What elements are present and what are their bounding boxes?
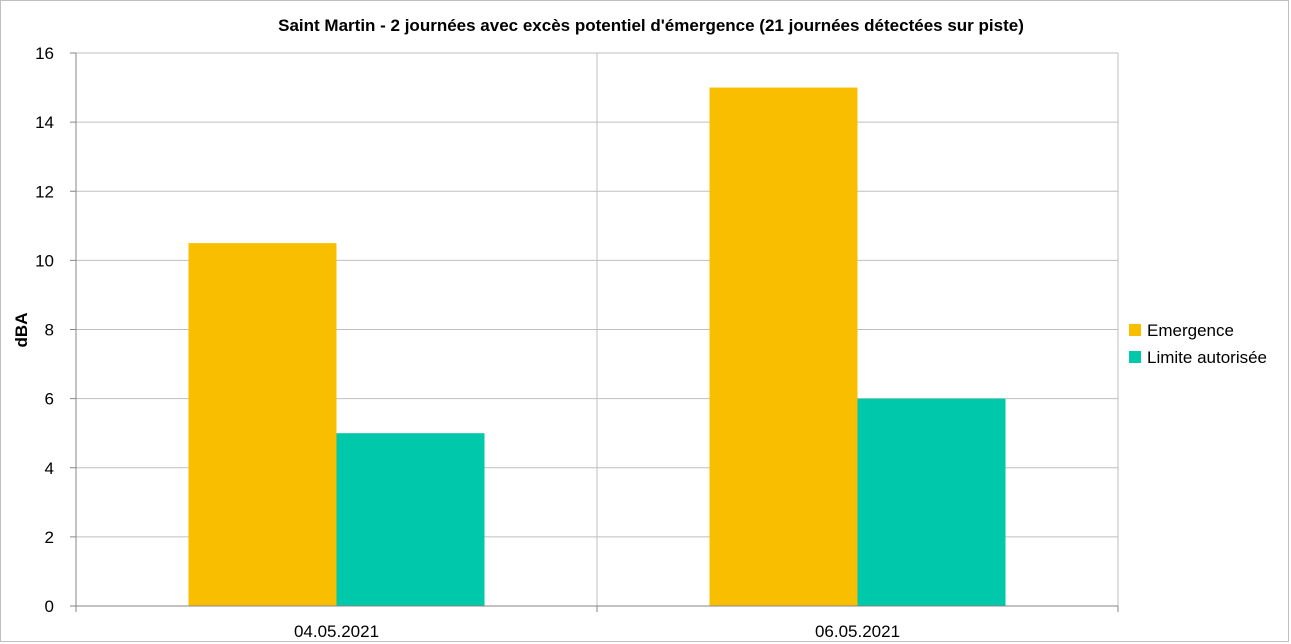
legend-swatch-emergence	[1129, 324, 1141, 336]
legend: Emergence Limite autorisée	[1129, 321, 1267, 367]
y-tick-label: 16	[35, 44, 54, 63]
bar-emergence-2	[709, 87, 858, 606]
axes-layer: 0 2 4 6 8 10 12 14 16 04.05.2021 06.05.2021	[35, 44, 1119, 641]
legend-label-emergence: Emergence	[1147, 321, 1234, 340]
bar-limite-1	[336, 433, 485, 606]
y-tick-label: 8	[45, 321, 54, 340]
bar-emergence-1	[188, 243, 337, 606]
chart-title: Saint Martin - 2 journées avec excès pot…	[278, 16, 1024, 35]
legend-swatch-limite	[1129, 351, 1141, 363]
y-tick-label: 0	[45, 597, 54, 616]
legend-label-limite: Limite autorisée	[1147, 348, 1267, 367]
bar-limite-2	[857, 398, 1006, 606]
y-tick-label: 4	[45, 459, 54, 478]
x-tick-label: 06.05.2021	[815, 622, 900, 641]
y-tick-label: 6	[45, 390, 54, 409]
y-axis-label: dBA	[12, 313, 31, 348]
bars-layer	[188, 87, 1006, 606]
x-tick-label: 04.05.2021	[294, 622, 379, 641]
y-tick-label: 2	[45, 528, 54, 547]
y-tick-label: 12	[35, 182, 54, 201]
y-tick-label: 10	[35, 251, 54, 270]
y-tick-label: 14	[35, 113, 54, 132]
